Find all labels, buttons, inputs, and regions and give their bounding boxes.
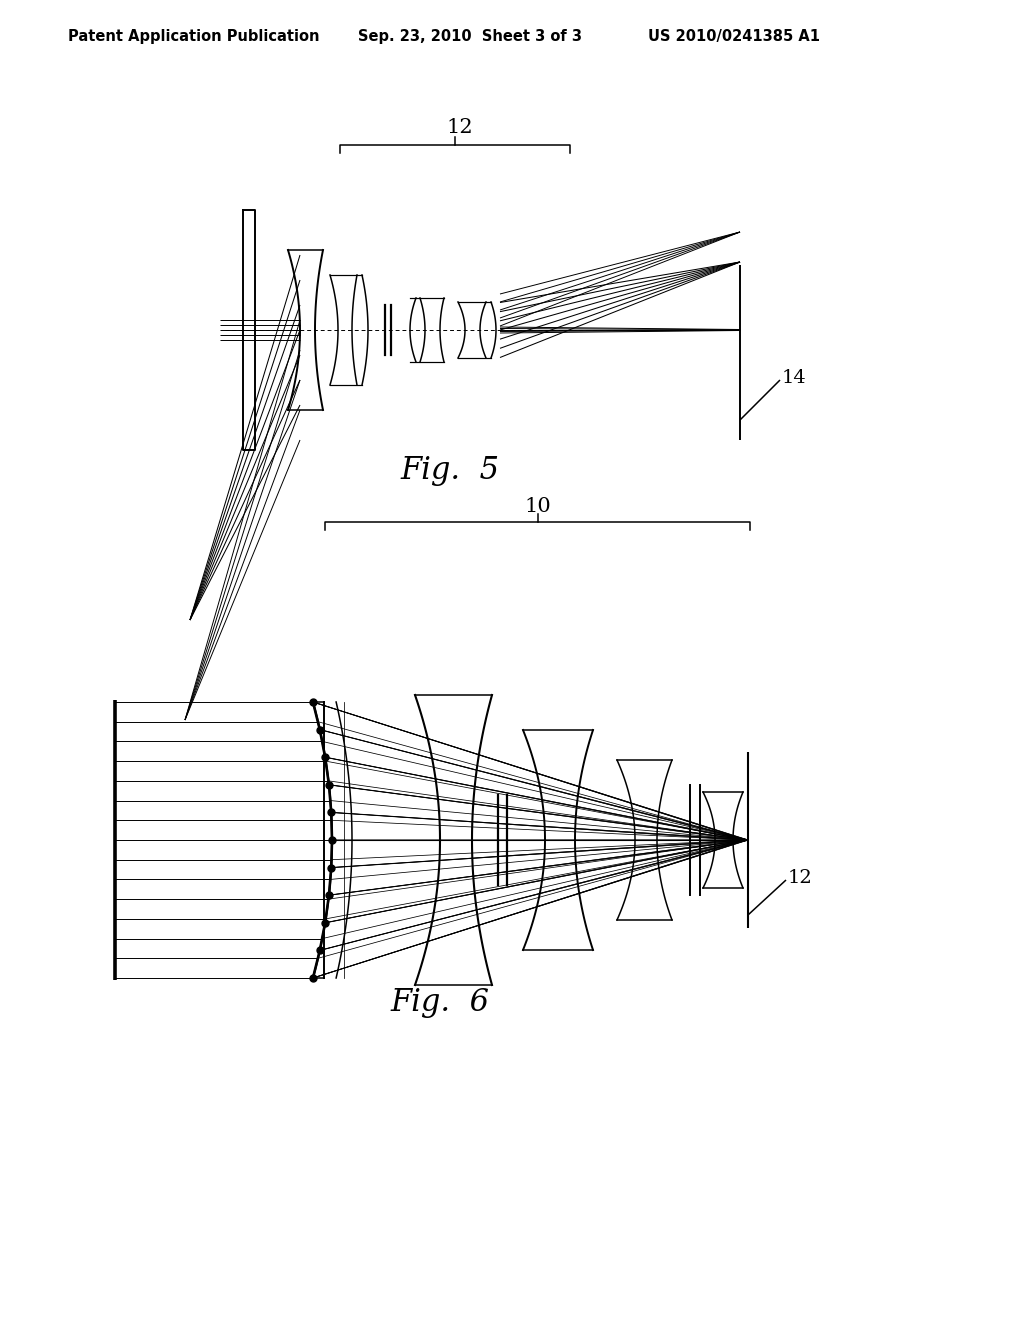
Text: Fig.  6: Fig. 6	[390, 986, 489, 1018]
Text: Fig.  5: Fig. 5	[400, 454, 500, 486]
Text: 12: 12	[788, 869, 813, 887]
Text: Patent Application Publication: Patent Application Publication	[68, 29, 319, 45]
Text: US 2010/0241385 A1: US 2010/0241385 A1	[648, 29, 820, 45]
Text: 10: 10	[524, 498, 551, 516]
Text: Sep. 23, 2010  Sheet 3 of 3: Sep. 23, 2010 Sheet 3 of 3	[358, 29, 582, 45]
Text: 14: 14	[782, 370, 807, 387]
Text: 12: 12	[446, 117, 473, 137]
